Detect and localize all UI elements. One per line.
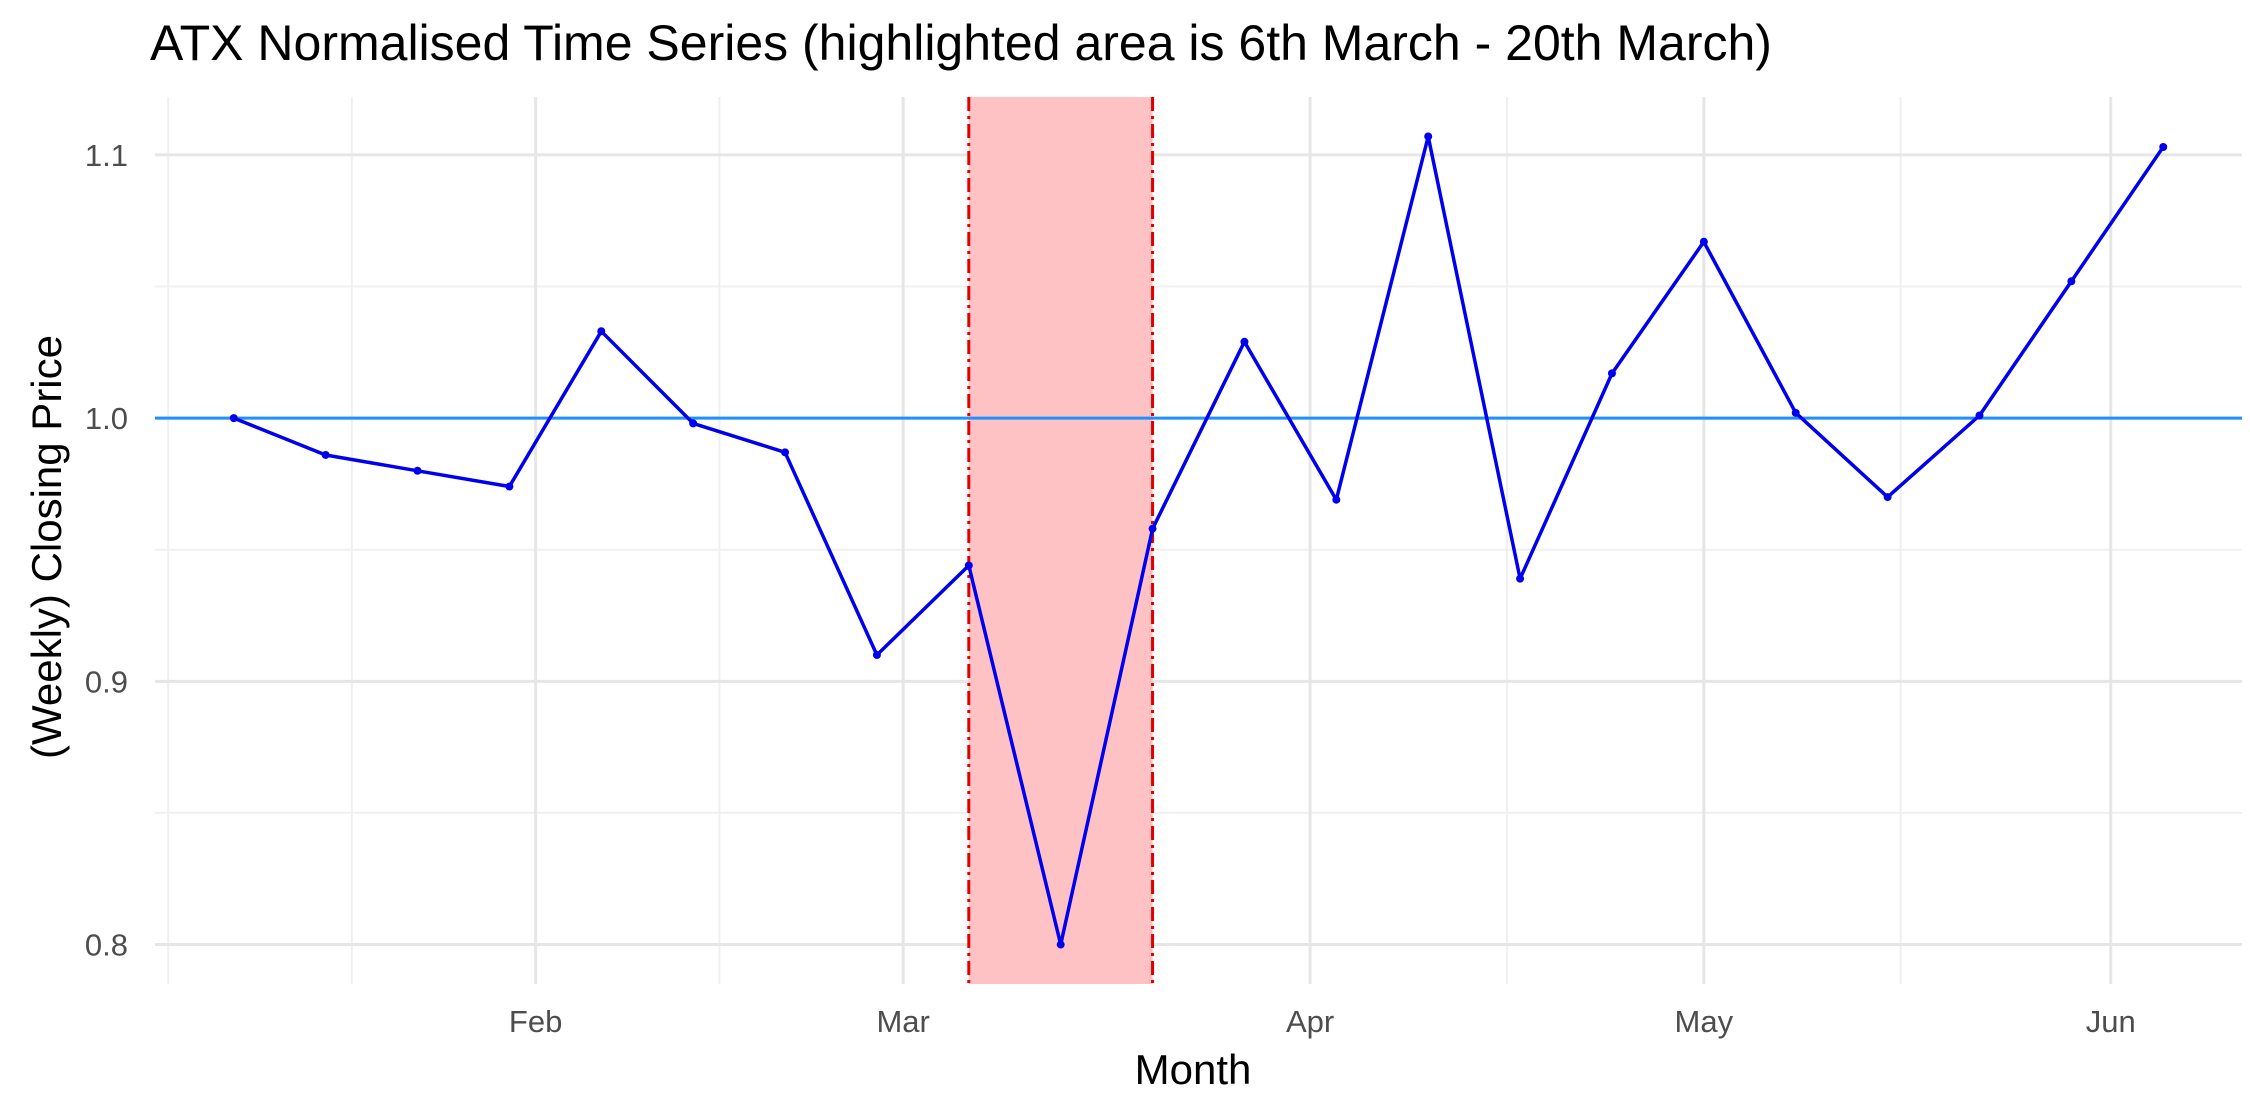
series [229, 132, 2168, 949]
data-point [1883, 493, 1892, 502]
data-point [1332, 495, 1341, 504]
data-point [1791, 408, 1800, 417]
data-point [1056, 940, 1065, 949]
y-tick-label: 1.1 [85, 138, 128, 173]
data-point [2067, 277, 2076, 286]
y-tick-label: 1.0 [85, 401, 128, 436]
grid [155, 97, 2242, 984]
x-tick-label: Mar [876, 1004, 929, 1039]
data-point [1699, 237, 1708, 246]
data-point [597, 327, 606, 336]
data-point [505, 482, 514, 491]
data-point [2159, 143, 2168, 152]
chart-title: ATX Normalised Time Series (highlighted … [150, 15, 1772, 71]
y-axis-title: (Weekly) Closing Price [23, 335, 70, 759]
data-point [1424, 132, 1433, 141]
data-point [229, 414, 238, 423]
data-point [321, 450, 330, 459]
x-axis-ticks: Feb Mar Apr May Jun [509, 1004, 2136, 1039]
y-tick-label: 0.9 [85, 664, 128, 699]
series-line [233, 134, 2165, 947]
x-tick-label: Apr [1286, 1004, 1334, 1039]
data-point [1607, 369, 1616, 378]
data-point [413, 466, 422, 475]
x-tick-label: Feb [509, 1004, 562, 1039]
x-tick-label: May [1675, 1004, 1734, 1039]
x-axis-title: Month [1135, 1046, 1252, 1093]
x-tick-label: Jun [2086, 1004, 2136, 1039]
y-tick-label: 0.8 [85, 928, 128, 963]
y-axis-ticks: 0.8 0.9 1.0 1.1 [85, 138, 128, 963]
highlight-rect [968, 97, 1153, 984]
data-point [1240, 337, 1249, 346]
data-point [964, 561, 973, 570]
data-point [781, 448, 790, 457]
data-point [1516, 574, 1525, 583]
highlight-region [967, 97, 1155, 984]
data-point [1975, 411, 1984, 420]
data-point [689, 419, 698, 428]
data-point [872, 650, 881, 659]
data-point [1148, 524, 1157, 533]
